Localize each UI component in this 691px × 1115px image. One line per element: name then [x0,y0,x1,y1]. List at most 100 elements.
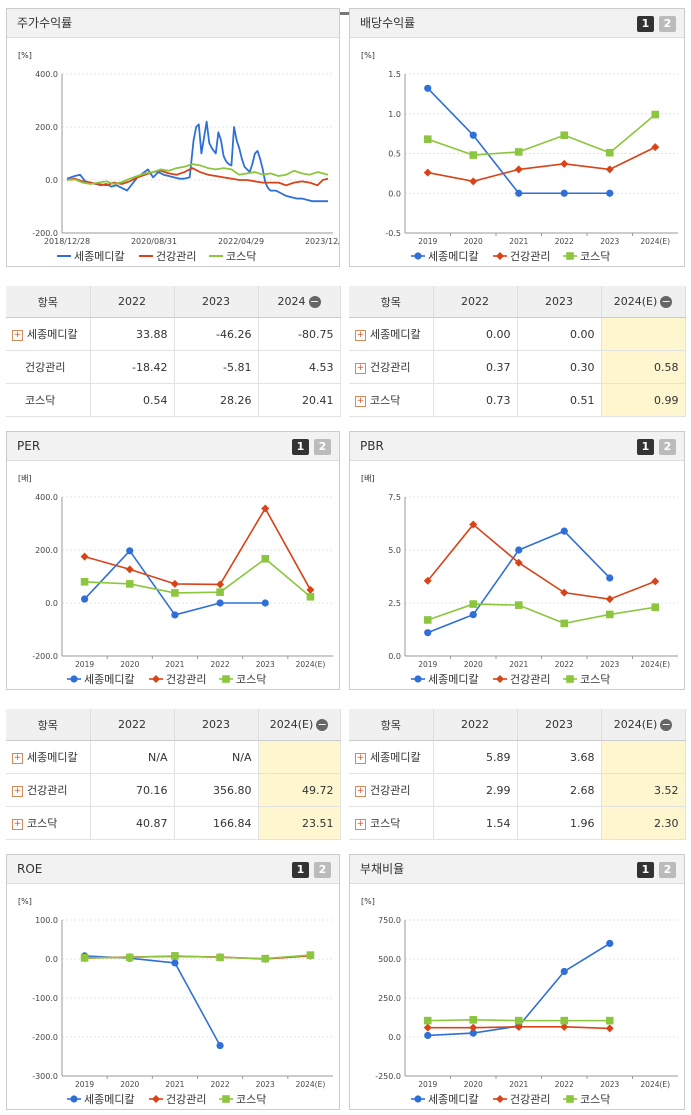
data-point [514,1016,523,1025]
page-1-button[interactable]: 1 [292,862,309,878]
x-tick-label: 2022 [211,1080,230,1089]
legend-marker [152,1095,160,1103]
data-point [216,953,224,962]
page-2-button[interactable]: 2 [314,439,331,455]
x-tick-label: 2022 [555,660,574,669]
page-2-button[interactable]: 2 [659,862,676,878]
collapse-icon[interactable]: − [660,295,673,308]
legend-label: 건강관리 [510,1093,550,1106]
expand-icon[interactable]: + [355,362,366,374]
data-point [469,600,478,608]
y-tick-label: 1.5 [388,70,401,79]
legend-label: 세종메디칼 [84,1093,135,1106]
row-label[interactable]: 코스닥 [6,383,91,417]
page-1-button[interactable]: 1 [637,439,654,455]
expand-icon[interactable]: + [355,752,366,764]
row-label[interactable]: + 코스닥 [6,806,91,840]
legend-label: 코스닥 [580,1093,610,1106]
y-tick-label: 1.0 [388,110,401,119]
legend-label: 세종메디칼 [428,250,479,263]
expand-icon[interactable]: + [355,785,366,797]
legend-marker [496,675,504,683]
column-header: 2022 [90,286,175,318]
data-point [514,1022,523,1031]
x-tick-label: 2022 [555,237,574,246]
data-point [423,168,432,177]
expand-icon[interactable]: + [355,329,366,341]
y-tick-label: 100.0 [35,916,58,925]
page-2-button[interactable]: 2 [314,862,331,878]
y-tick-label: -0.5 [385,229,401,238]
debt-ratio-chart: [%] 750.0 500.0 250.0 0.0 -250.0 2019 2020 2021 2… [361,897,678,1106]
data-point [424,84,432,92]
data-point [125,565,134,574]
x-tick-label: 2019 [75,660,94,669]
column-header: 2023 [174,709,259,741]
x-tick-label: 2019 [75,1080,94,1089]
expand-icon[interactable]: + [355,818,366,830]
collapse-icon[interactable]: − [308,295,321,308]
table-cell: 0.58 [601,350,686,384]
y-tick-label: 2.5 [388,599,401,608]
data-point [171,952,179,960]
x-tick-label: 2024(E) [640,660,670,669]
table-cell: 0.51 [517,383,602,417]
collapse-icon[interactable]: − [316,718,329,731]
data-point [80,578,89,586]
page-1-button[interactable]: 1 [637,16,654,32]
column-header: 항목 [6,286,91,318]
series-line-2 [66,167,329,187]
collapse-icon[interactable]: − [660,718,673,731]
series-line-3 [427,113,656,156]
page-1-button[interactable]: 1 [637,862,654,878]
legend-marker [70,675,78,683]
x-tick-label: 2024(E) [640,237,670,246]
x-tick-label: 2020 [464,237,483,246]
row-label[interactable]: + 세종메디칼 [349,740,434,774]
series-line-1 [66,120,328,203]
data-point [261,504,270,513]
row-label[interactable]: 건강관리 [6,350,91,384]
legend-marker [414,675,422,683]
row-label[interactable]: + 세종메디칼 [6,740,91,774]
row-label[interactable]: + 코스닥 [349,383,434,417]
column-header: 2024(E) − [601,709,686,741]
data-point [80,595,89,603]
x-tick-label: 2023 [256,1080,275,1089]
column-header: 2024(E) − [601,286,686,318]
row-label[interactable]: + 세종메디칼 [6,317,91,351]
expand-icon[interactable]: + [12,752,23,764]
table-cell: 0.00 [433,317,518,351]
series-line-1 [84,955,221,1046]
page-2-button[interactable]: 2 [659,439,676,455]
x-tick-label: 2021 [509,1080,528,1089]
expand-icon[interactable]: + [12,785,23,797]
row-label[interactable]: + 코스닥 [349,806,434,840]
data-point [424,629,432,637]
page-1-button[interactable]: 1 [292,439,309,455]
table-cell: 49.72 [258,773,341,807]
stock-return-panel: 주가수익률 [%] 400.0 200.0 0.0 -200.0 2018/12/28 20… [6,8,340,267]
row-label[interactable]: + 건강관리 [349,350,434,384]
legend-marker [222,1095,230,1103]
table-cell: 70.16 [90,773,175,807]
table-cell: 2.30 [601,806,686,840]
table-row: 건강관리 -18.42 -5.81 4.53 [6,350,341,384]
y-tick-label: 7.5 [388,493,401,502]
row-label[interactable]: + 건강관리 [349,773,434,807]
table-row: + 건강관리 70.16 356.80 49.72 [6,773,341,807]
page-2-button[interactable]: 2 [659,16,676,32]
table-cell: 5.89 [433,740,518,774]
data-point [469,520,478,529]
expand-icon[interactable]: + [12,818,23,830]
table-cell: 3.68 [517,740,602,774]
y-tick-label: -200.0 [32,1033,58,1042]
expand-icon[interactable]: + [355,395,366,407]
row-label[interactable]: + 세종메디칼 [349,317,434,351]
expand-icon[interactable]: + [12,329,23,341]
row-label[interactable]: + 건강관리 [6,773,91,807]
data-point [605,610,614,619]
per-title: PER [7,432,339,461]
series-line-3 [427,603,656,625]
